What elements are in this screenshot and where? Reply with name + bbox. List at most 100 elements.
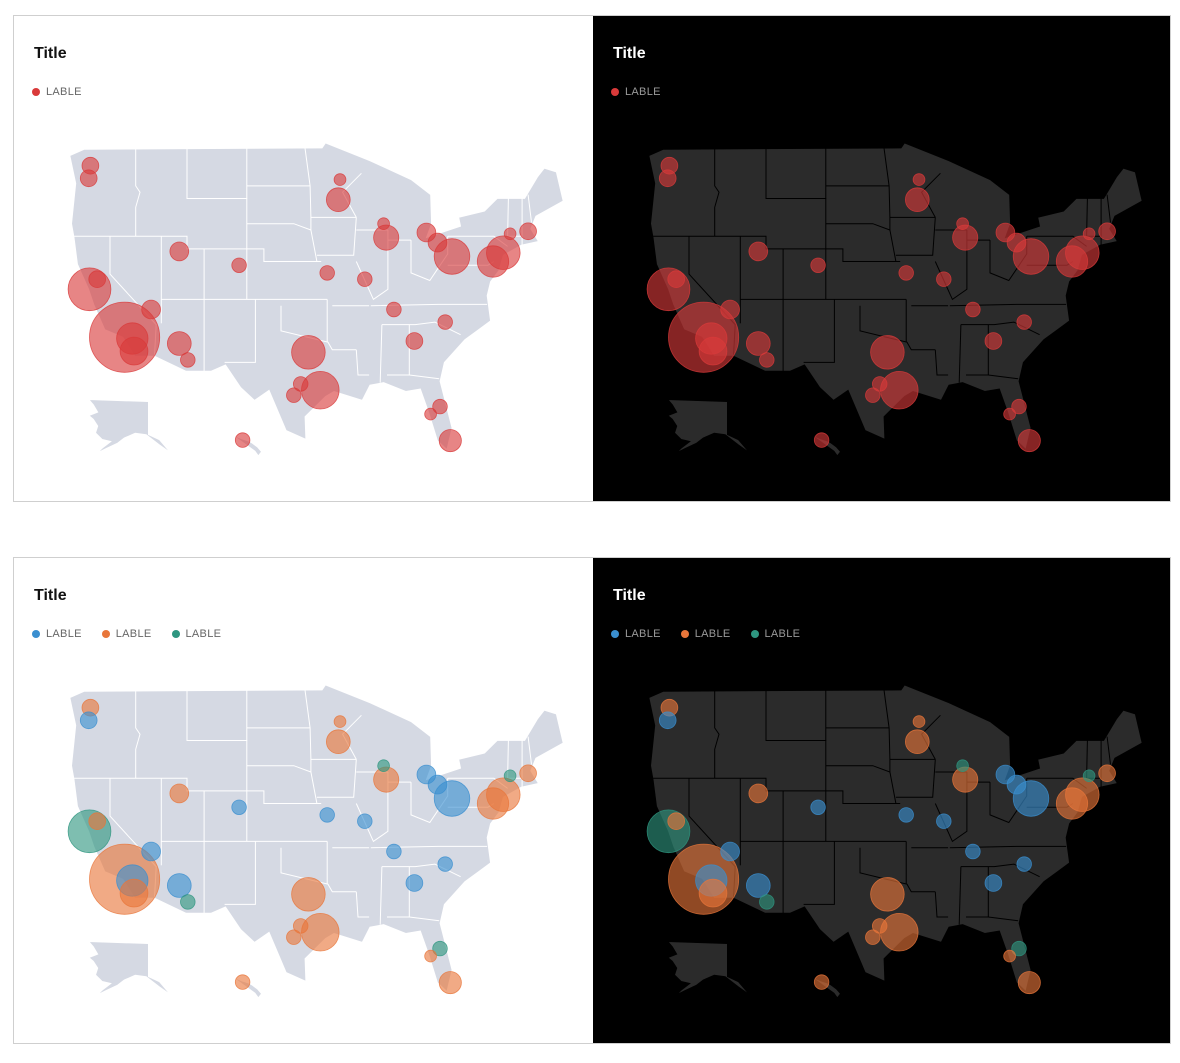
- map-bubble-series: [1055, 245, 1089, 278]
- state-border: [825, 223, 891, 231]
- legend-item-teal: LABLE: [171, 628, 222, 640]
- chart-title: Title: [613, 587, 646, 604]
- state-border: [246, 765, 312, 773]
- map-bubble-orange: [1003, 949, 1016, 963]
- map-bubble-series: [1016, 314, 1032, 330]
- map-bubble-series: [720, 299, 740, 320]
- map-bubble-orange: [293, 918, 309, 934]
- state-border: [527, 736, 532, 765]
- state-border: [803, 841, 835, 905]
- map-bubble-series: [870, 335, 905, 370]
- state-border: [859, 305, 936, 351]
- legend-swatch: [750, 630, 759, 638]
- map-bubble-orange: [301, 913, 340, 952]
- map-bubble-series: [1098, 222, 1116, 241]
- legend-item-blue: LABLE: [32, 628, 82, 640]
- map-bubble-blue: [79, 711, 98, 730]
- map-bubble-blue: [965, 843, 981, 860]
- map-alaska: [667, 399, 750, 453]
- map-bubble-series: [476, 245, 510, 278]
- map-bubble-orange: [698, 878, 728, 908]
- map-bubble-series: [88, 270, 106, 289]
- state-border: [527, 194, 532, 223]
- map-bubble-series: [503, 227, 517, 241]
- map-bubble-orange: [813, 974, 830, 990]
- map-bubble-blue: [386, 843, 402, 860]
- state-border: [765, 148, 827, 199]
- map-bubble-series: [405, 332, 424, 350]
- state-border: [988, 374, 1019, 380]
- map-bubble-series: [872, 376, 888, 392]
- map-bubble-blue: [1016, 856, 1032, 872]
- map-bubble-series: [231, 257, 247, 274]
- state-border: [355, 891, 370, 918]
- legend-swatch: [32, 88, 40, 96]
- state-border: [135, 148, 141, 237]
- chart-title: Title: [34, 45, 67, 62]
- map-bubble-series: [746, 331, 771, 356]
- legend-item-blue: LABLE: [611, 628, 661, 640]
- chart-panel-bottom-right: Title LABLE LABLE LABLE: [593, 557, 1170, 1043]
- state-border: [186, 690, 248, 741]
- us-bubble-map: [67, 142, 564, 457]
- map-bubble-series: [234, 432, 251, 448]
- map-bubble-blue: [720, 841, 740, 862]
- map-bubble-series: [1011, 398, 1027, 415]
- legend-item-orange: LABLE: [101, 628, 152, 640]
- map-bubble-orange: [912, 715, 926, 728]
- map-bubble-orange: [1055, 787, 1089, 820]
- us-bubble-map: [67, 684, 564, 999]
- state-border: [224, 299, 256, 363]
- state-border: [316, 217, 357, 256]
- legend-label: LABLE: [185, 628, 222, 640]
- state-border: [224, 841, 256, 905]
- map-bubble-blue: [898, 807, 914, 823]
- chart-panel-bottom-left: Title LABLE LABLE LABLE: [14, 557, 593, 1043]
- legend-swatch: [101, 630, 110, 638]
- state-border: [714, 690, 720, 779]
- us-bubble-map: [646, 142, 1143, 457]
- legend: LABLE: [611, 86, 661, 98]
- map-bubble-series: [180, 352, 196, 368]
- state-border: [765, 690, 827, 741]
- map-bubble-series: [119, 336, 149, 366]
- map-bubble-series: [141, 299, 161, 320]
- map-bubble-series: [169, 241, 190, 262]
- state-border: [135, 690, 141, 779]
- map-bubble-orange: [870, 877, 905, 912]
- map-bubble-series: [698, 336, 728, 366]
- map-bubble-blue: [658, 711, 677, 730]
- state-border: [1106, 194, 1111, 223]
- legend-item-red: LABLE: [611, 86, 661, 98]
- map-bubble-teal: [180, 894, 196, 910]
- map-bubble-orange: [88, 812, 106, 831]
- map-bubble-blue: [231, 799, 247, 816]
- map-bubble-teal: [1082, 769, 1096, 783]
- legend-swatch: [611, 630, 619, 638]
- state-border: [714, 148, 720, 237]
- map-bubble-orange: [1017, 971, 1041, 995]
- map-bubble-teal: [956, 759, 969, 773]
- legend-label: LABLE: [115, 628, 152, 640]
- chart-panel-top-left: Title LABLE: [14, 15, 593, 501]
- map-bubble-orange: [519, 764, 537, 783]
- map-bubble-orange: [234, 974, 251, 990]
- legend-item-teal: LABLE: [750, 628, 801, 640]
- map-bubble-series: [301, 371, 340, 410]
- map-bubble-series: [79, 169, 98, 188]
- map-bubble-series: [936, 271, 952, 287]
- state-border: [895, 759, 936, 798]
- map-bubble-orange: [169, 783, 190, 804]
- map-bubble-teal: [1011, 940, 1027, 957]
- map-bubble-blue: [746, 873, 771, 898]
- map-bubble-series: [357, 271, 373, 287]
- map-bubble-series: [759, 352, 775, 368]
- map-bubble-series: [167, 331, 192, 356]
- map-bubble-orange: [119, 878, 149, 908]
- map-bubble-series: [293, 376, 309, 392]
- legend-item-orange: LABLE: [680, 628, 731, 640]
- state-border: [895, 217, 936, 256]
- map-bubble-series: [437, 314, 453, 330]
- map-bubble-orange: [476, 787, 510, 820]
- legend-label: LABLE: [764, 628, 801, 640]
